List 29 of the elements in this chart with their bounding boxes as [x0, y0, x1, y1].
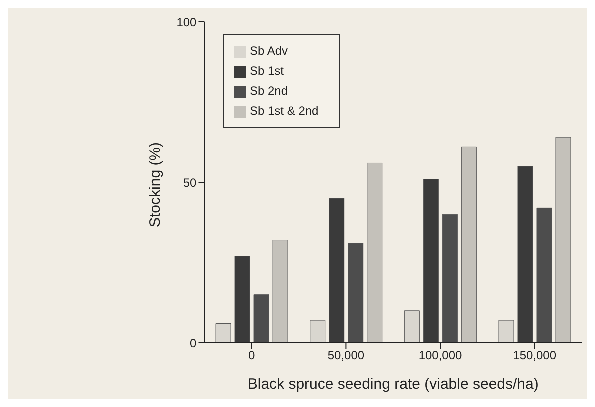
- bar: [234, 256, 250, 343]
- bar: [404, 310, 420, 343]
- bar: [536, 208, 552, 343]
- y-tick-label: 0: [190, 336, 198, 350]
- bar: [556, 137, 572, 343]
- legend-label: Sb Adv: [250, 44, 288, 58]
- legend-label: Sb 1st & 2nd: [250, 104, 319, 118]
- bar: [272, 240, 288, 343]
- x-tick-label: 0: [248, 348, 256, 363]
- bar: [348, 243, 364, 343]
- bar: [498, 320, 514, 343]
- legend-label: Sb 1st: [250, 64, 284, 78]
- y-axis-title: Stocking (%): [147, 142, 164, 228]
- bar: [461, 146, 477, 343]
- bar: [518, 166, 534, 343]
- x-tick-label: 150,000: [513, 348, 557, 363]
- bar: [367, 162, 383, 343]
- bar: [310, 320, 326, 343]
- bar: [216, 323, 232, 343]
- x-tick-label: 100,000: [418, 348, 463, 363]
- legend-label: Sb 2nd: [250, 84, 288, 98]
- bar: [423, 179, 439, 343]
- bar: [442, 214, 458, 343]
- x-tick-label: 50,000: [328, 348, 365, 363]
- bar: [254, 294, 270, 343]
- y-tick-label: 100: [176, 15, 198, 30]
- x-axis-title: Black spruce seeding rate (viable seeds/ha): [248, 376, 539, 393]
- bar: [329, 198, 345, 343]
- y-tick-label: 50: [183, 176, 198, 190]
